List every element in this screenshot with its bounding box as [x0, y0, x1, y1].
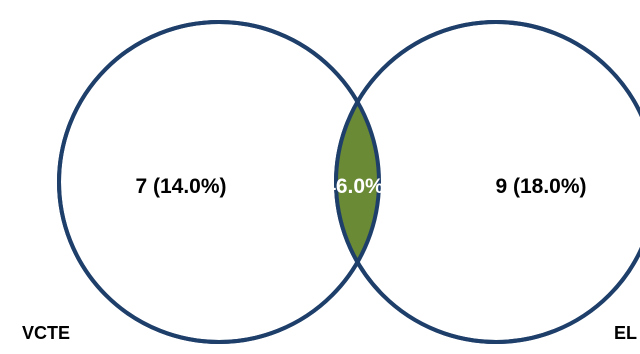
- vcte-only-value: 7 (14.0%): [135, 175, 226, 198]
- intersection-value: 23 (46.0%: [288, 175, 384, 198]
- vcte-set-label: VCTE: [22, 323, 70, 343]
- vcte-circle-outline: [57, 20, 381, 344]
- el-circle-outline: [334, 20, 640, 344]
- el-only-value: 9 (18.0%): [495, 175, 586, 198]
- el-set-label: EL: [614, 323, 637, 343]
